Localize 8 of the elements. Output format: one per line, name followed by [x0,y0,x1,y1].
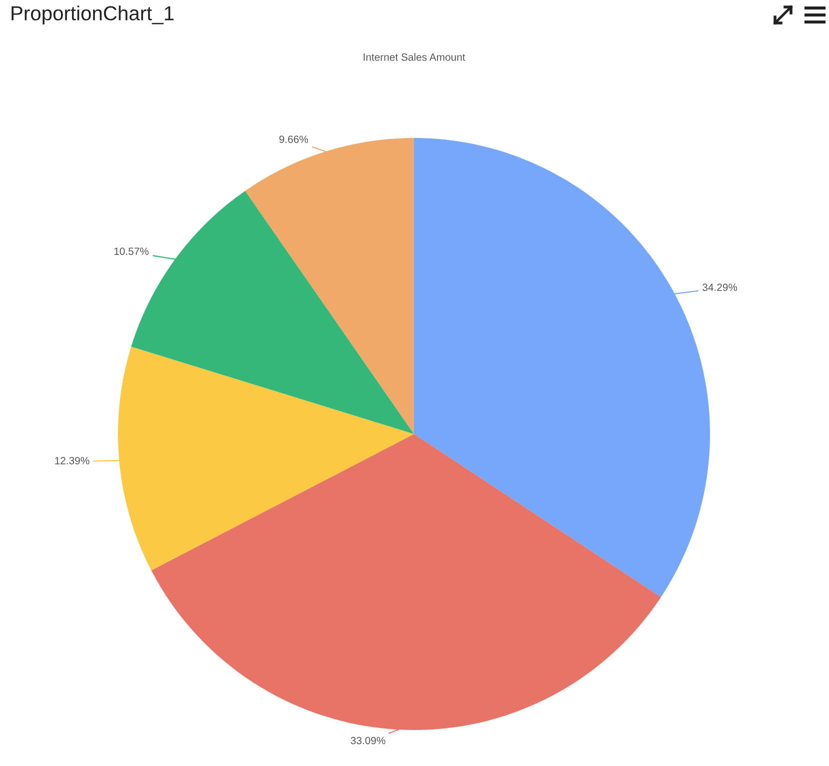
pie-slice [151,434,661,730]
chart-title: ProportionChart_1 [12,6,174,24]
data-label: 12.39% [55,456,90,464]
chart-subtitle: Internet Sales Amount [364,53,466,61]
data-label: 33.09% [350,736,386,744]
data-label: 10.57% [114,248,149,255]
data-label: 9.66% [279,136,308,144]
data-label: 34.29% [702,284,738,291]
